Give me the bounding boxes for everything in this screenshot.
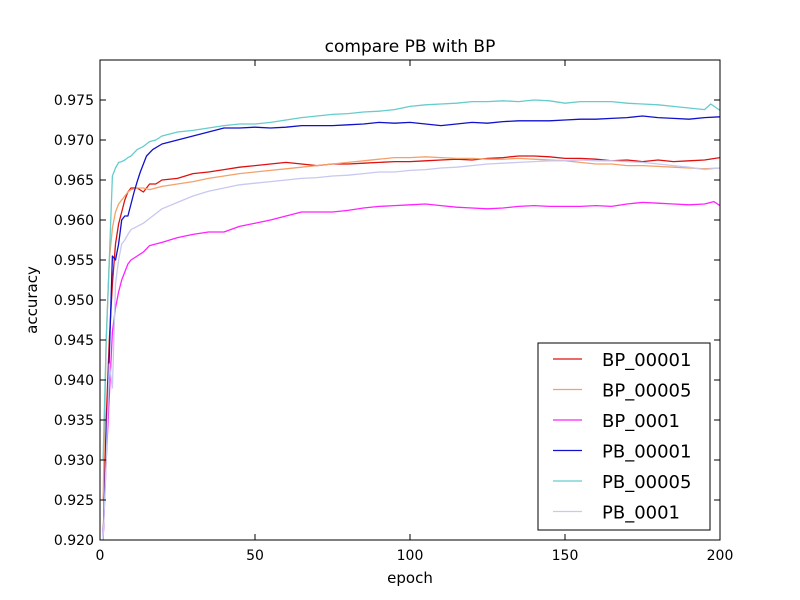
legend: BP_00001 BP_00005 BP_0001 PB_00001 PB_00005 P… [537, 342, 711, 531]
x-tick-label: 0 [96, 548, 105, 564]
legend-frame [537, 342, 711, 531]
x-axis-title: epoch [387, 569, 433, 587]
series-line-bp-00005 [102, 156, 720, 501]
y-tick-label: 0.950 [54, 293, 94, 309]
legend-label: PB_00001 [602, 442, 691, 463]
y-axis: 0.920 0.925 0.930 0.935 0.940 0.945 0.950 0.955… [54, 93, 720, 549]
series-line-pb-00001 [102, 115, 720, 540]
plot-lines [102, 99, 720, 540]
y-tick-label: 0.920 [54, 533, 94, 549]
x-tick-label: 50 [246, 548, 264, 564]
x-axis: 0 50 100 150 200 [96, 60, 734, 564]
y-tick-label: 0.970 [54, 133, 94, 149]
x-tick-label: 100 [397, 548, 424, 564]
y-tick-label: 0.945 [54, 333, 94, 349]
series-line-pb-00005 [102, 99, 720, 461]
y-tick-label: 0.955 [54, 253, 94, 269]
y-tick-label: 0.965 [54, 173, 94, 189]
series-line-bp-0001 [102, 200, 720, 540]
series-line-pb-0001 [102, 159, 720, 540]
chart-title: compare PB with BP [325, 37, 496, 57]
y-tick-label: 0.960 [54, 213, 94, 229]
legend-label: PB_00005 [602, 472, 691, 493]
legend-label: PB_0001 [602, 503, 680, 524]
legend-label: BP_00001 [602, 350, 691, 371]
y-tick-label: 0.925 [54, 493, 94, 509]
legend-label: BP_00005 [602, 381, 691, 402]
y-axis-title: accuracy [23, 266, 41, 334]
y-tick-label: 0.975 [54, 93, 94, 109]
y-tick-label: 0.930 [54, 453, 94, 469]
x-tick-label: 200 [707, 548, 734, 564]
y-tick-label: 0.940 [54, 373, 94, 389]
legend-label: BP_0001 [602, 411, 680, 432]
y-tick-label: 0.935 [54, 413, 94, 429]
x-tick-label: 150 [552, 548, 579, 564]
